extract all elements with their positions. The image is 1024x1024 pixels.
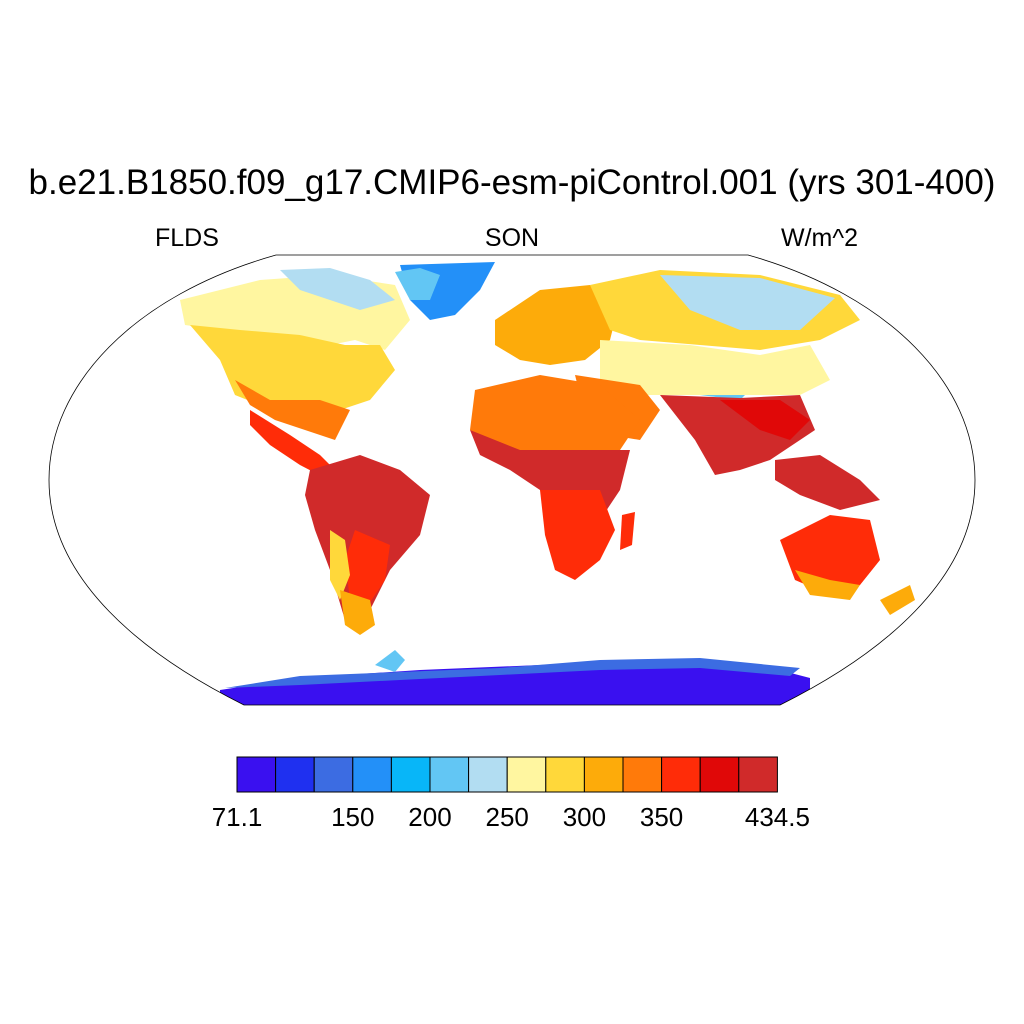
- greenland-edge: [395, 268, 440, 300]
- siberia-cool: [660, 275, 835, 330]
- map-panel: [48, 254, 976, 706]
- colorbar-tick-label: 350: [640, 802, 683, 832]
- andes-cool: [330, 530, 350, 600]
- colorbar-tick-label: 200: [408, 802, 451, 832]
- antarctica: [220, 660, 810, 705]
- central-america: [250, 410, 335, 478]
- colorbar-tick-label: 434.5: [745, 802, 810, 832]
- patagonia: [340, 590, 375, 635]
- colorbar-box: [661, 756, 701, 793]
- colorbar-box: [236, 756, 277, 793]
- colorbar-tick-label: 71.1: [212, 802, 263, 832]
- se-asia: [775, 455, 880, 510]
- colorbar-box: [699, 756, 740, 793]
- colorbar-box: [468, 756, 508, 793]
- africa-south: [540, 490, 615, 580]
- colorbar-box: [275, 756, 315, 793]
- colorbar-box: [506, 756, 547, 793]
- canada-arctic: [280, 268, 395, 310]
- india-east: [720, 400, 810, 440]
- land-shading: [180, 262, 915, 705]
- colorbar-box: [390, 756, 431, 793]
- colorbar-tick-label: 250: [486, 802, 529, 832]
- colorbar-box: [313, 756, 354, 793]
- colorbar-box: [622, 756, 663, 793]
- central-asia: [600, 340, 830, 395]
- season-label: SON: [484, 224, 540, 252]
- africa-north: [470, 375, 640, 455]
- australia-south: [795, 570, 860, 600]
- colorbar-tick-label: 300: [563, 802, 606, 832]
- new-zealand: [880, 585, 915, 615]
- colorbar-tick-label: 150: [331, 802, 374, 832]
- colorbar-box: [429, 756, 470, 793]
- colorbar: 71.1 150 200 250 300 350 434.5: [212, 756, 810, 832]
- south-america-south: [345, 530, 390, 610]
- plot-title: b.e21.B1850.f09_g17.CMIP6-esm-piControl.…: [28, 163, 996, 202]
- north-america-warm: [235, 380, 350, 440]
- madagascar: [620, 512, 635, 550]
- units-label: W/m^2: [781, 224, 859, 252]
- europe: [495, 285, 620, 365]
- antarctica-coast: [225, 658, 800, 688]
- variable-label: FLDS: [155, 224, 219, 252]
- colorbar-box: [583, 756, 624, 793]
- colorbar-box: [545, 756, 585, 793]
- map-outline: [48, 254, 976, 706]
- colorbar-box: [352, 756, 392, 793]
- antarctic-peninsula: [375, 650, 405, 672]
- colorbar-box: [738, 756, 778, 793]
